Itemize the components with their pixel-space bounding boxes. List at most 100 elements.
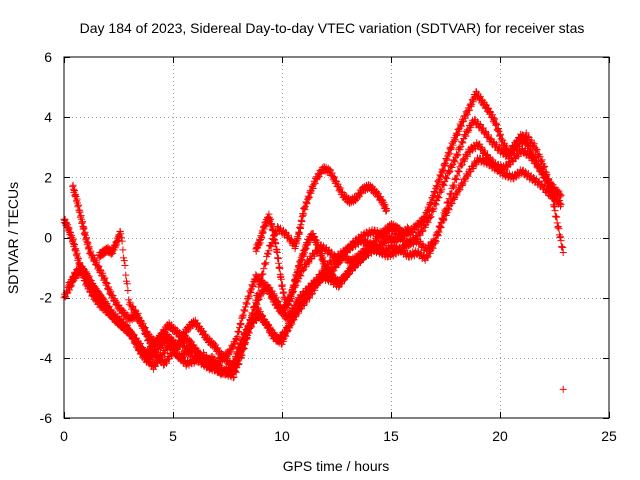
- y-tick-label: 0: [44, 230, 52, 246]
- data-point: [149, 353, 157, 361]
- data-point: [402, 243, 410, 251]
- data-point: [462, 132, 470, 140]
- data-point: [431, 238, 439, 246]
- data-point: [311, 179, 319, 187]
- data-point: [545, 179, 553, 187]
- data-point: [148, 341, 156, 349]
- data-point: [481, 100, 489, 108]
- data-point: [489, 156, 497, 164]
- data-point: [455, 127, 463, 135]
- data-point: [450, 181, 458, 189]
- data-point: [443, 174, 451, 182]
- data-point: [144, 336, 152, 344]
- data-point: [330, 173, 338, 181]
- data-point: [458, 138, 466, 146]
- data-point: [445, 150, 453, 158]
- data-point: [103, 279, 110, 287]
- data-point: [100, 275, 108, 283]
- data-point: [454, 151, 462, 159]
- data-point: [527, 145, 534, 153]
- series-track-6: [252, 88, 558, 312]
- data-point: [248, 281, 256, 289]
- data-point: [134, 309, 142, 317]
- data-point: [452, 189, 460, 197]
- data-point: [244, 327, 252, 335]
- data-point: [548, 188, 556, 196]
- data-point: [260, 265, 268, 273]
- data-point: [252, 296, 260, 304]
- x-axis-label: GPS time / hours: [283, 458, 390, 474]
- data-point: [427, 199, 435, 207]
- tick-labels: 0 5 10 15 20 25 -6 -4 -2 0 2 4 6: [40, 49, 617, 444]
- data-point: [229, 374, 237, 382]
- data-point: [423, 254, 431, 262]
- data-point: [501, 141, 509, 149]
- data-point: [424, 219, 432, 227]
- data-point: [224, 357, 232, 364]
- data-point: [243, 300, 251, 308]
- data-point: [440, 181, 448, 189]
- data-point: [121, 262, 129, 269]
- data-point: [265, 247, 273, 255]
- data-point: [279, 227, 287, 235]
- data-point: [249, 319, 257, 327]
- data-point: [447, 190, 455, 198]
- data-point: [282, 228, 290, 236]
- data-point: [166, 338, 174, 346]
- data-point: [463, 152, 471, 160]
- data-point: [493, 121, 501, 128]
- data-point: [553, 219, 561, 227]
- data-point: [140, 324, 148, 332]
- data-point: [240, 340, 248, 348]
- data-point: [305, 194, 313, 202]
- data-point: [441, 206, 449, 214]
- data-point: [431, 237, 439, 244]
- data-point: [443, 156, 451, 164]
- data-point: [105, 286, 113, 294]
- series-track-5: [64, 223, 412, 378]
- data-point: [128, 303, 136, 311]
- data-point: [237, 350, 245, 358]
- data-point: [476, 121, 484, 128]
- data-point: [180, 339, 188, 347]
- data-point: [456, 146, 464, 154]
- data-point: [62, 293, 70, 301]
- data-point: [202, 351, 210, 359]
- data-point: [230, 373, 238, 381]
- data-point: [136, 318, 144, 326]
- data-point: [287, 236, 295, 244]
- data-point: [232, 334, 240, 342]
- data-point: [257, 277, 265, 285]
- data-point: [434, 231, 441, 238]
- plot-frame: [63, 56, 610, 419]
- data-point: [117, 305, 125, 313]
- data-point: [513, 146, 521, 154]
- data-point: [256, 280, 263, 288]
- data-point: [458, 161, 466, 169]
- data-point: [233, 333, 241, 341]
- data-point: [86, 276, 94, 284]
- data-point: [503, 143, 510, 151]
- data-point: [521, 168, 529, 176]
- y-tick-label: 4: [44, 109, 52, 125]
- data-point: [470, 94, 478, 102]
- data-point: [464, 172, 472, 180]
- data-point: [231, 362, 239, 370]
- data-point: [555, 197, 563, 204]
- data-point: [450, 157, 458, 165]
- data-point: [142, 329, 150, 337]
- data-point: [439, 215, 447, 223]
- data-point: [431, 189, 439, 197]
- data-point: [438, 186, 446, 194]
- data-point: [551, 207, 559, 215]
- data-point: [89, 282, 97, 289]
- data-point: [122, 271, 130, 279]
- data-point: [305, 259, 313, 267]
- data-point: [547, 184, 555, 192]
- data-point: [313, 174, 321, 182]
- data-point: [111, 297, 119, 304]
- data-point: [180, 331, 188, 339]
- x-tick-label: 10: [274, 428, 290, 444]
- data-point: [109, 292, 117, 300]
